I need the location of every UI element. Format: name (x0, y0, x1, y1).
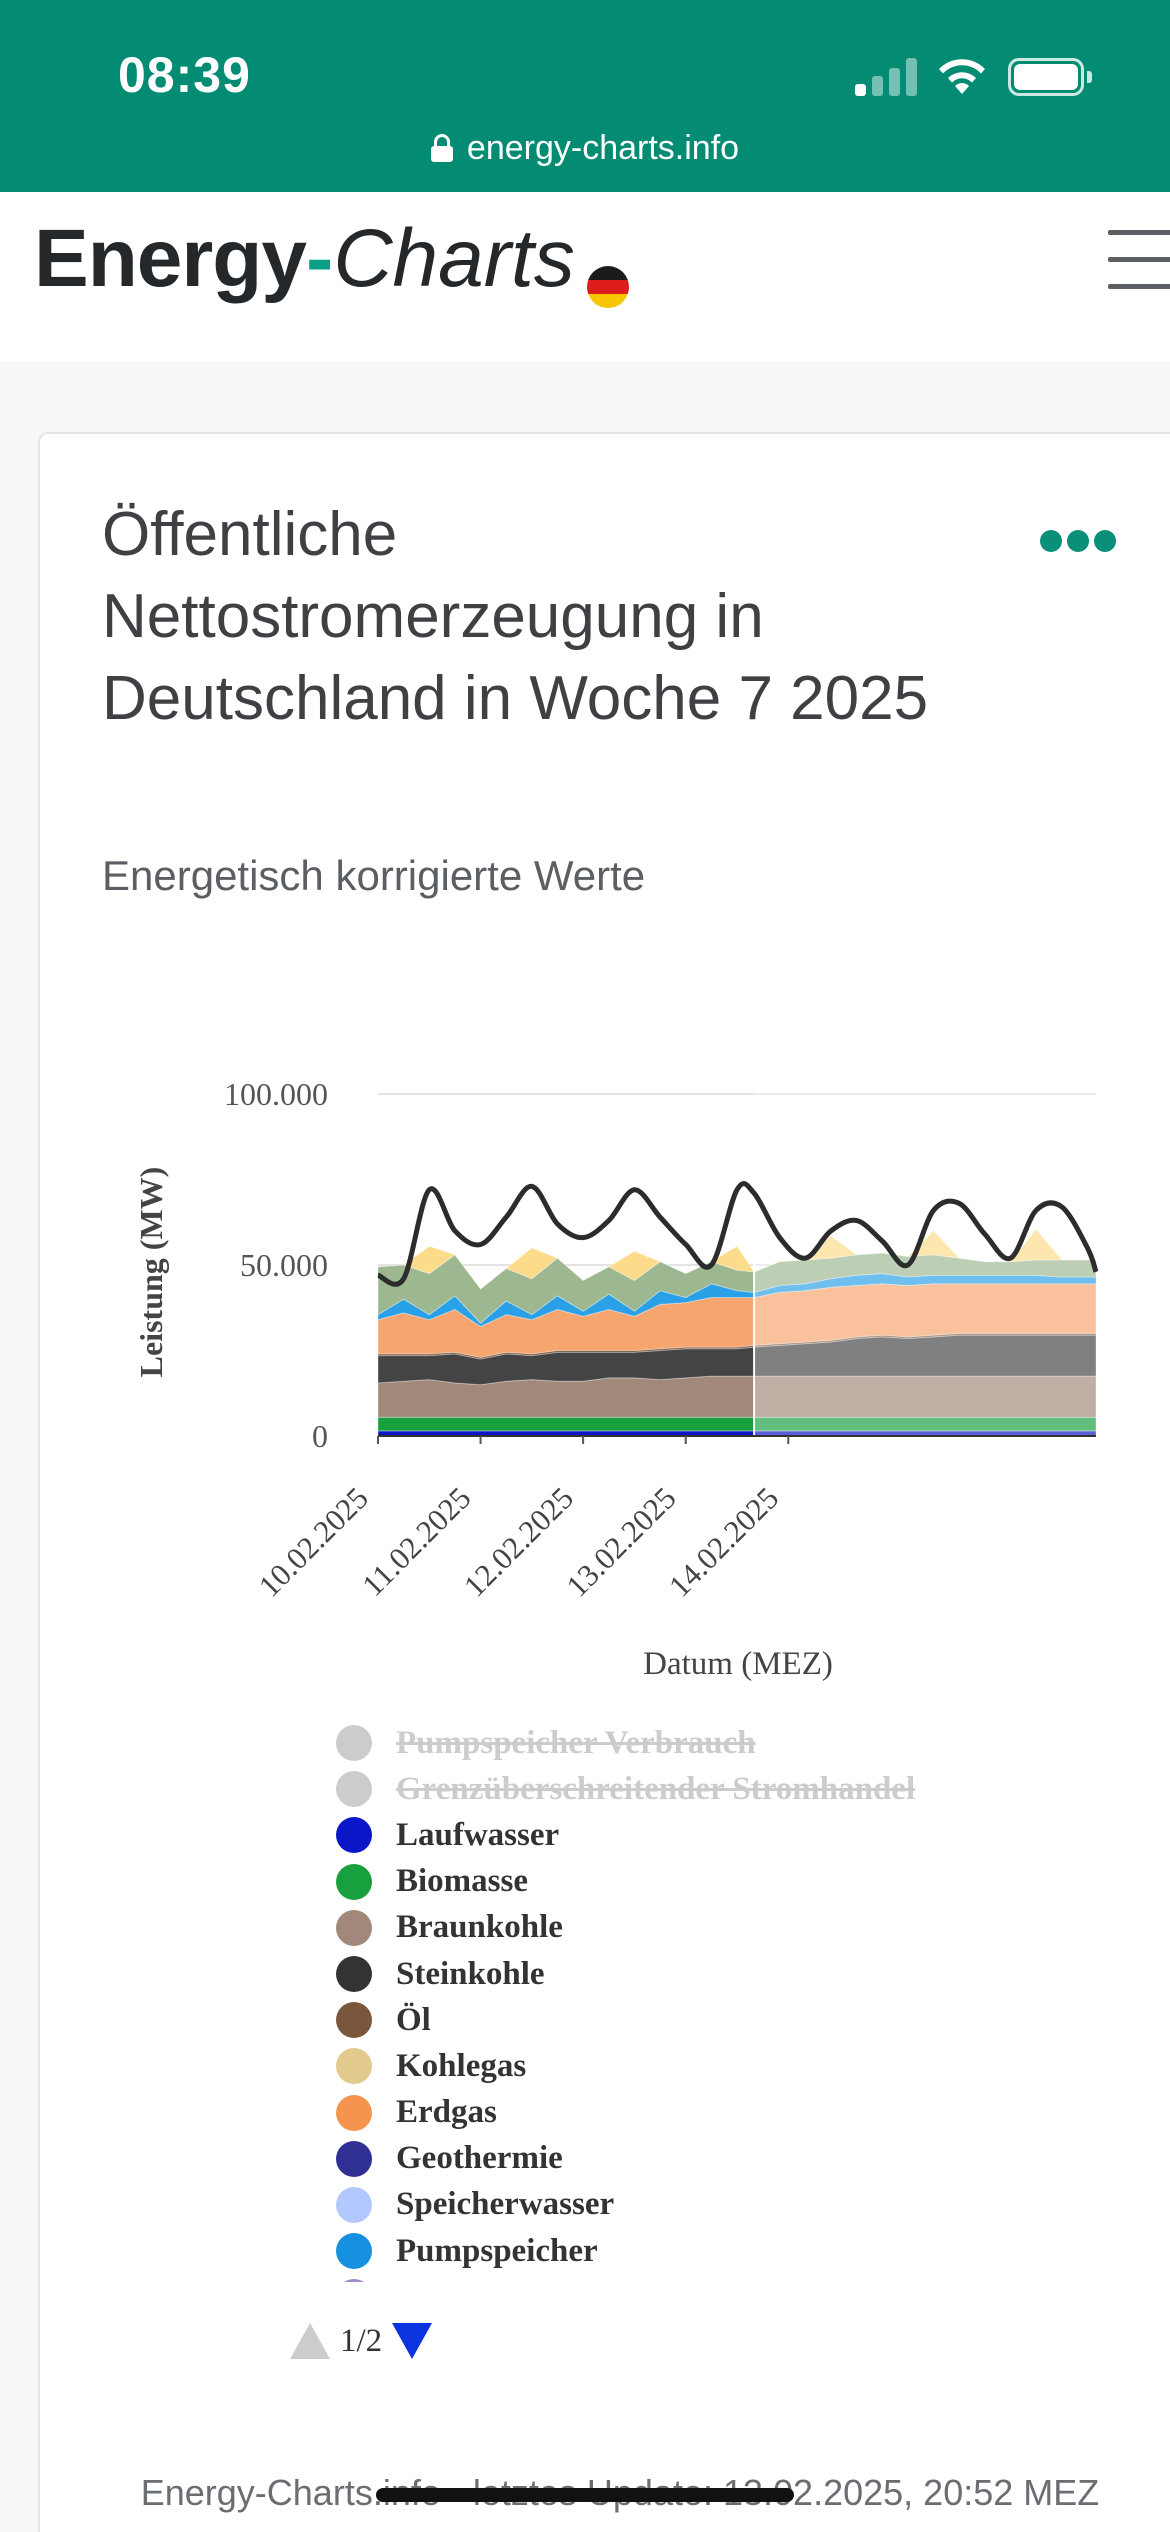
germany-flag-icon (586, 266, 629, 308)
lock-icon (430, 134, 453, 162)
area-pumpspeicher[interactable] (377, 1273, 1097, 1328)
legend-item[interactable]: Steinkohle (298, 1951, 1078, 1997)
legend-item[interactable]: Pumpspeicher Verbrauch (298, 1720, 1078, 1766)
battery-icon (1008, 58, 1092, 96)
legend-item[interactable]: Grenzüberschreitender Stromhandel (298, 1766, 1078, 1812)
chart-legend: Pumpspeicher Verbrauch Grenzüberschreiten… (298, 1720, 1078, 2282)
wifi-icon (939, 59, 985, 94)
hamburger-menu-icon[interactable] (1108, 230, 1170, 290)
legend-swatch (336, 2186, 372, 2223)
legend-item[interactable]: Öl (298, 1997, 1078, 2043)
status-bar: 08:39 energy-charts.info (0, 0, 1170, 192)
area-erdgas[interactable] (377, 1283, 1097, 1358)
forecast-overlay (754, 1084, 1096, 1436)
legend-swatch (336, 1863, 372, 1900)
x-tick-label: 10.02.2025 (252, 1480, 375, 1603)
load-line[interactable] (376, 1181, 1099, 1287)
legend-swatch (336, 1725, 372, 1762)
legend-item[interactable] (298, 2274, 1078, 2282)
legend-label: Pumpspeicher Verbrauch (396, 1724, 756, 1761)
generation-chart: 0 50.000 100.000 10.02.202511.02.202512.02.… (133, 1076, 1099, 1682)
x-axis-label: Datum (MEZ) (643, 1646, 833, 1682)
url-bar[interactable]: energy-charts.info (0, 124, 1170, 172)
area-solar[interactable] (377, 1228, 1096, 1290)
legend-item[interactable]: Speicherwasser (298, 2182, 1078, 2228)
legend-page-up-icon[interactable] (290, 2323, 330, 2359)
cellular-signal-icon (855, 58, 917, 96)
legend-item[interactable]: Laufwasser (298, 1812, 1078, 1858)
legend-label: Pumpspeicher (396, 2232, 598, 2269)
legend-label: Laufwasser (396, 1816, 560, 1853)
y-axis-label: Leistung (MW) (133, 1167, 169, 1378)
legend-item[interactable]: Erdgas (298, 2090, 1078, 2136)
legend-swatch (336, 1909, 372, 1946)
legend-swatch (336, 2279, 372, 2282)
legend-item[interactable]: Kohlegas (298, 2043, 1078, 2089)
legend-label: Geothermie (396, 2140, 563, 2177)
legend-label: Kohlegas (396, 2047, 527, 2084)
x-tick-label: 14.02.2025 (662, 1480, 785, 1603)
legend-label: Biomasse (396, 1863, 528, 1900)
legend-label: Steinkohle (396, 1955, 545, 1992)
legend-swatch (336, 2002, 372, 2039)
legend-item[interactable]: Geothermie (298, 2136, 1078, 2182)
legend-pager: 1/2 (290, 2318, 433, 2364)
legend-swatch (336, 2048, 372, 2085)
legend-item[interactable]: Braunkohle (298, 1905, 1078, 1951)
legend-item[interactable]: Pumpspeicher (298, 2228, 1078, 2274)
site-logo[interactable]: Energy - Charts (34, 212, 629, 322)
legend-label: Grenzüberschreitender Stromhandel (396, 1770, 916, 1807)
x-tick-label: 11.02.2025 (355, 1480, 478, 1603)
legend-swatch (336, 1771, 372, 1808)
y-tick-label: 100.000 (224, 1076, 328, 1112)
area-öl[interactable] (377, 1332, 1097, 1360)
y-tick-label: 50.000 (240, 1247, 328, 1283)
more-options-icon[interactable] (1040, 530, 1116, 552)
legend-page-number: 1/2 (340, 2322, 383, 2359)
logo-text-energy: Energy (34, 213, 307, 304)
x-tick-label: 13.02.2025 (559, 1480, 682, 1603)
site-header: Energy - Charts (0, 192, 1170, 362)
url-text: energy-charts.info (466, 128, 740, 167)
legend-label: Öl (396, 2001, 431, 2038)
logo-text-charts: Charts (333, 213, 575, 304)
legend-swatch (336, 2094, 372, 2131)
legend-swatch (336, 1956, 372, 1993)
chart-title: Öffentliche Nettostromerzeugung in Deuts… (102, 500, 929, 733)
legend-item[interactable]: Biomasse (298, 1859, 1078, 1905)
legend-swatch (336, 1817, 372, 1854)
legend-label: Erdgas (396, 2094, 497, 2131)
chart-subtitle: Energetisch korrigierte Werte (102, 852, 646, 899)
legend-page-down-icon[interactable] (392, 2323, 433, 2359)
chart-card: Öffentliche Nettostromerzeugung in Deuts… (38, 432, 1170, 2532)
logo-text-dash: - (306, 213, 334, 304)
area-wind[interactable] (377, 1252, 1097, 1324)
area-steinkohle[interactable] (377, 1334, 1097, 1386)
legend-label: Braunkohle (396, 1909, 563, 1946)
legend-swatch (336, 2140, 372, 2177)
home-indicator (376, 2488, 794, 2502)
status-time: 08:39 (118, 47, 251, 103)
legend-label: Speicherwasser (396, 2186, 615, 2223)
x-tick-label: 12.02.2025 (457, 1480, 580, 1603)
y-tick-label: 0 (312, 1418, 328, 1454)
legend-swatch (336, 2233, 372, 2270)
